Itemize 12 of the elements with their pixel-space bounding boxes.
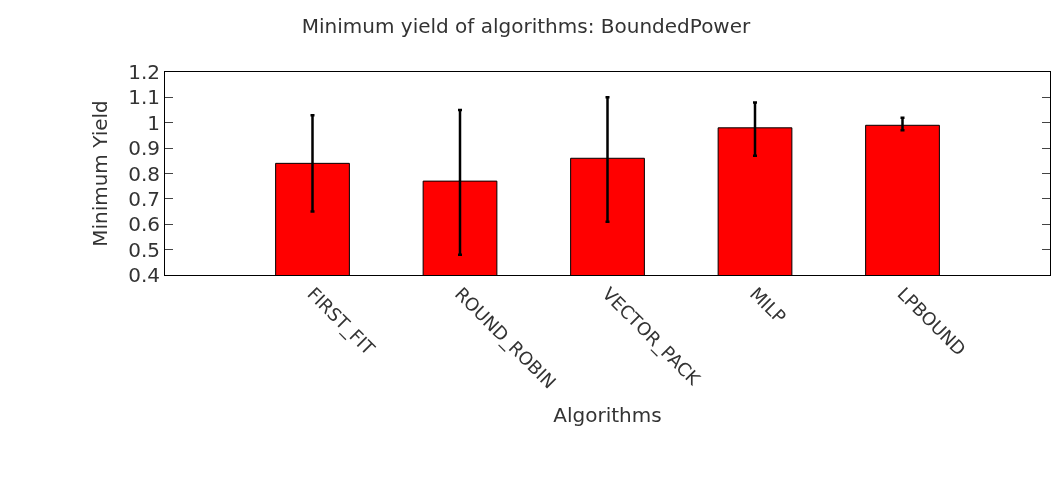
y-tick-label: 0.8 <box>128 161 160 186</box>
y-tick-label: 0.6 <box>128 212 160 237</box>
y-tick-label: 1.1 <box>128 85 160 110</box>
x-axis-title: Algorithms <box>553 402 662 427</box>
y-tick-label: 0.4 <box>128 263 160 287</box>
y-tick-label: 1.2 <box>128 60 160 84</box>
y-tick-label: 1 <box>147 110 160 135</box>
y-tick-label: 0.5 <box>128 237 160 262</box>
y-tick-label: 0.9 <box>128 136 160 161</box>
chart-title: Minimum yield of algorithms: BoundedPower <box>301 14 752 39</box>
y-axis-title: Minimum Yield <box>87 100 112 247</box>
y-tick-label: 0.7 <box>128 186 160 211</box>
